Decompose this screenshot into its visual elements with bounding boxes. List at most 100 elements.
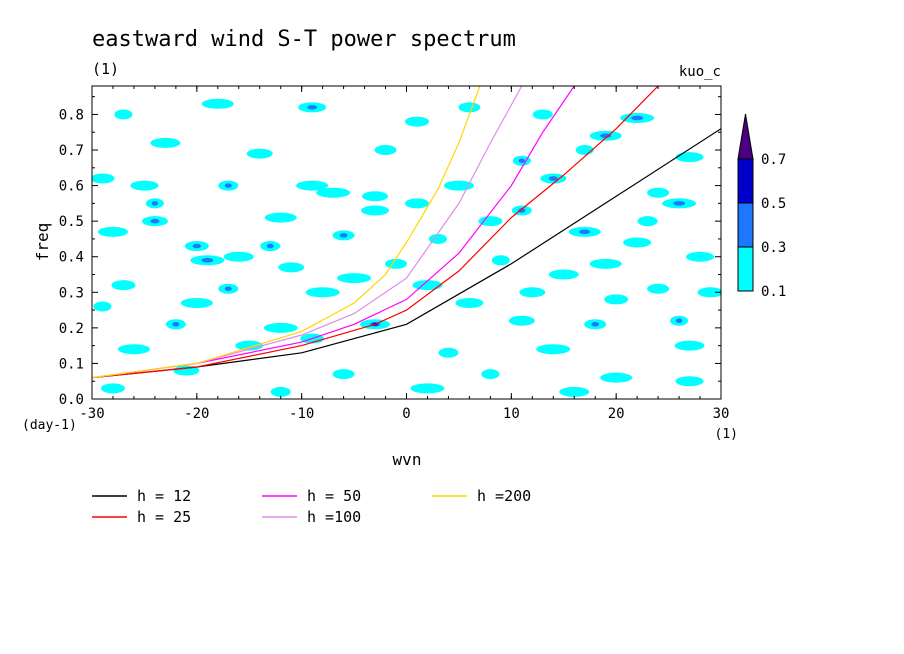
heatmap-spot: [141, 216, 168, 227]
heatmap-layer: [92, 98, 721, 397]
heatmap-spot: [481, 369, 500, 380]
heatmap-spot: [218, 180, 239, 191]
heatmap-spot: [637, 216, 658, 227]
heatmap-spot: [190, 255, 225, 266]
legend-label: h = 25: [137, 508, 191, 526]
colorbar-box: [737, 202, 754, 248]
heatmap-spot: [374, 145, 397, 156]
heatmap-spot: [100, 383, 125, 394]
heatmap-spot: [584, 319, 607, 330]
heatmap-spot: [235, 340, 264, 351]
heatmap-spot: [332, 230, 355, 241]
heatmap-spot: [620, 113, 655, 124]
x-tick-label: -10: [289, 406, 314, 422]
heatmap-spot: [686, 251, 715, 262]
heatmap-spot: [458, 102, 481, 113]
heatmap-spot: [316, 187, 351, 198]
heatmap-spot: [173, 365, 200, 376]
y-axis-unit: (day-1): [22, 418, 77, 433]
y-axis: 0.0 0.1 0.2 0.3 0.4 0.5 0.6 0.7 0.8: [59, 96, 721, 408]
heatmap-spot: [670, 315, 689, 326]
heatmap-spot: [145, 198, 164, 209]
dispersion-curves: [92, 86, 721, 379]
x-axis-label: wvn: [393, 450, 422, 469]
heatmap-spot: [540, 173, 567, 184]
heatmap-spot: [264, 212, 297, 223]
x-tick-label: 0: [402, 406, 410, 422]
heatmap-spot: [532, 109, 553, 120]
heatmap-spot: [278, 262, 305, 273]
legend-label: h =200: [477, 487, 531, 505]
y-tick-label: 0.2: [59, 321, 84, 337]
curve-12: [92, 128, 721, 379]
heatmap-spot: [332, 369, 355, 380]
heatmap-spot: [491, 255, 510, 266]
heatmap-spot: [589, 130, 622, 141]
heatmap-spot: [218, 283, 239, 294]
x-axis: -30 -20 -10 0 10 20 30: [79, 86, 729, 422]
heatmap-spot: [568, 226, 601, 237]
x-tick-label: -20: [184, 406, 209, 422]
heatmap-spot: [548, 269, 579, 280]
heatmap-spot: [246, 148, 273, 159]
y-tick-label: 0.1: [59, 356, 84, 372]
heatmap-spot: [184, 241, 209, 252]
heatmap-spot: [589, 258, 622, 269]
heatmap-spot: [478, 216, 503, 227]
y-tick-label: 0.6: [59, 179, 84, 195]
heatmap-spot: [130, 180, 159, 191]
heatmap-spot: [404, 116, 429, 127]
heatmap-spot: [117, 344, 150, 355]
legend-label: h = 50: [307, 487, 361, 505]
x-tick-label: 10: [503, 406, 520, 422]
heatmap-spot: [662, 198, 697, 209]
colorbar-label: 0.5: [761, 196, 786, 212]
heatmap-spot: [697, 287, 721, 298]
heatmap-spot: [114, 109, 133, 120]
y-tick-label: 0.4: [59, 250, 84, 266]
heatmap-spot: [559, 386, 590, 397]
heatmap-spot: [410, 383, 445, 394]
y-tick-label: 0.0: [59, 392, 84, 408]
x-axis-unit: (1): [715, 427, 738, 442]
heatmap-spot: [180, 297, 213, 308]
heatmap-spot: [93, 301, 112, 312]
y-tick-label: 0.3: [59, 285, 84, 301]
heatmap-spot: [623, 237, 652, 248]
heatmap-spot: [385, 258, 408, 269]
heatmap-spot: [575, 145, 594, 156]
heatmap-spot: [263, 322, 298, 333]
curve-50: [92, 86, 575, 379]
y-tick-label: 0.7: [59, 143, 84, 159]
legend-label: h =100: [307, 508, 361, 526]
heatmap-spot: [455, 297, 484, 308]
heatmap-spot: [675, 376, 704, 387]
chart-subtitle-right: kuo_c: [679, 64, 721, 80]
heatmap-spot: [337, 273, 372, 284]
heatmap-spot: [150, 137, 181, 148]
heatmap-spot: [361, 205, 390, 216]
heatmap-spot: [223, 251, 254, 262]
curve-100: [92, 86, 523, 379]
heatmap-spot: [428, 233, 447, 244]
curve-200: [92, 86, 481, 379]
heatmap-spot: [260, 241, 281, 252]
heatmap-spot: [438, 347, 459, 358]
colorbar-box: [737, 246, 754, 292]
heatmap-spot: [519, 287, 546, 298]
heatmap-spot: [362, 191, 389, 202]
heatmap-spot: [97, 226, 128, 237]
heatmap-spot: [600, 372, 633, 383]
heatmap-spot: [298, 102, 327, 113]
heatmap-spot: [647, 187, 670, 198]
colorbar-label: 0.7: [761, 152, 786, 168]
heatmap-spot: [674, 340, 705, 351]
chart-title: eastward wind S-T power spectrum: [92, 27, 516, 52]
x-tick-label: 20: [608, 406, 625, 422]
heatmap-spot: [305, 287, 340, 298]
legend: h = 12 h = 25 h = 50 h =100 h =200: [92, 487, 531, 526]
heatmap-spot: [111, 280, 136, 291]
heatmap-spot: [201, 98, 234, 109]
heatmap-spot: [296, 180, 329, 191]
